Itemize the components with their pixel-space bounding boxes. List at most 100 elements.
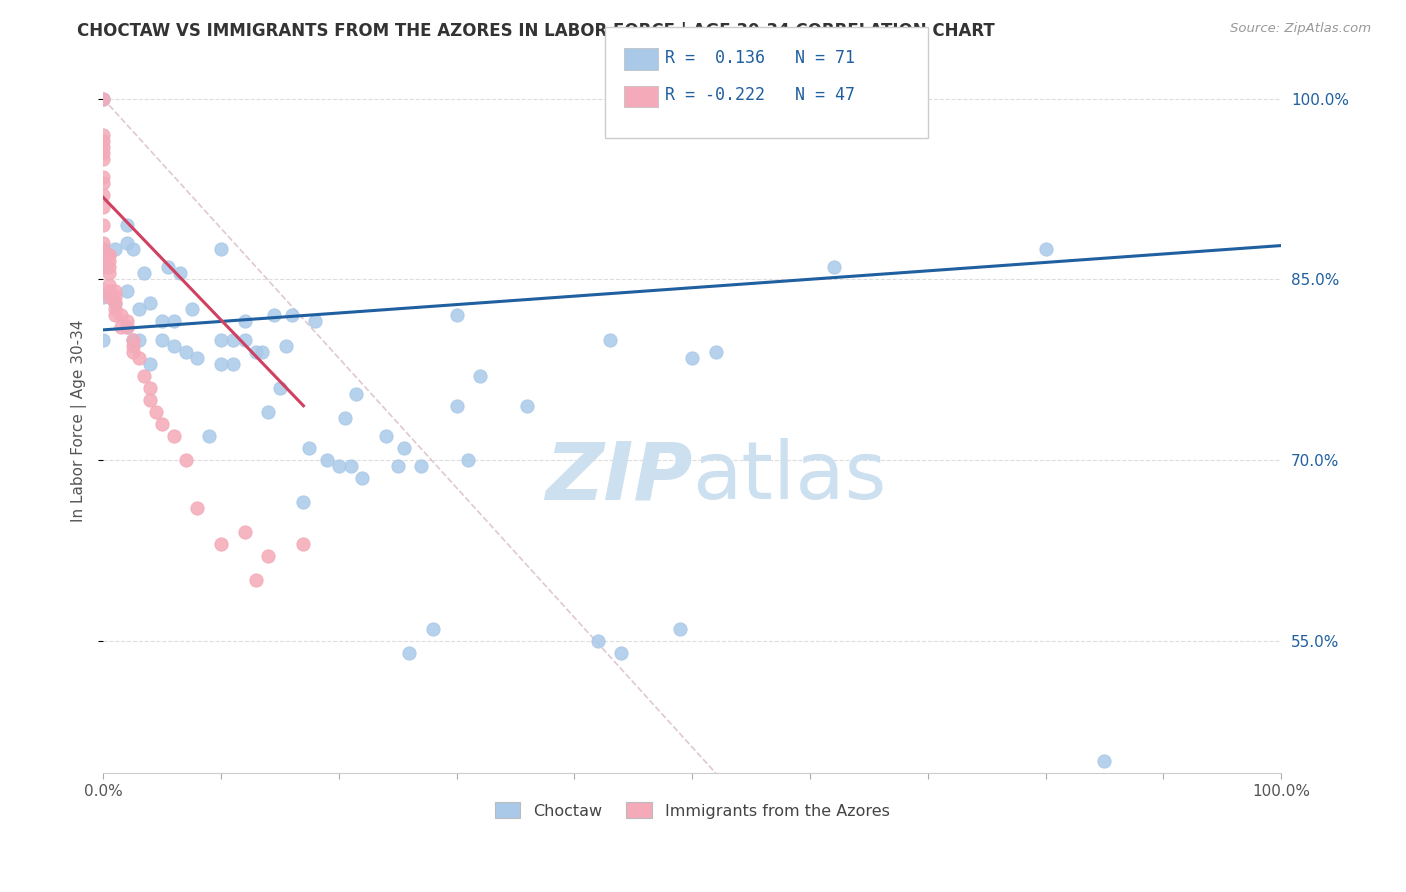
Point	[104, 285, 127, 299]
Point	[115, 236, 138, 251]
Point	[387, 458, 409, 473]
Point	[104, 242, 127, 256]
Point	[252, 344, 274, 359]
Point	[128, 302, 150, 317]
Point	[198, 429, 221, 443]
Text: CHOCTAW VS IMMIGRANTS FROM THE AZORES IN LABOR FORCE | AGE 30-34 CORRELATION CHA: CHOCTAW VS IMMIGRANTS FROM THE AZORES IN…	[77, 22, 995, 40]
Point	[91, 169, 114, 184]
Point	[209, 242, 232, 256]
Point	[91, 218, 114, 232]
Point	[91, 92, 114, 106]
Point	[139, 392, 162, 407]
Point	[91, 128, 114, 142]
Text: atlas: atlas	[692, 438, 887, 516]
Point	[134, 266, 156, 280]
Point	[392, 441, 415, 455]
Point	[374, 429, 396, 443]
Point	[163, 314, 186, 328]
Y-axis label: In Labor Force | Age 30-34: In Labor Force | Age 30-34	[72, 319, 87, 522]
Point	[669, 622, 692, 636]
Point	[163, 338, 186, 352]
Text: R =  0.136   N = 71: R = 0.136 N = 71	[665, 49, 855, 67]
Point	[186, 501, 208, 516]
Point	[457, 453, 479, 467]
Point	[91, 290, 114, 304]
Point	[516, 399, 538, 413]
Point	[91, 152, 114, 166]
Point	[610, 646, 633, 660]
Point	[422, 622, 444, 636]
Point	[98, 290, 121, 304]
Point	[328, 458, 350, 473]
Point	[91, 200, 114, 214]
Point	[128, 351, 150, 365]
Point	[115, 314, 138, 328]
Point	[115, 218, 138, 232]
Point	[91, 242, 114, 256]
Point	[180, 302, 202, 317]
Point	[222, 357, 245, 371]
Point	[98, 248, 121, 262]
Point	[269, 381, 291, 395]
Point	[263, 309, 285, 323]
Point	[257, 405, 280, 419]
Point	[110, 309, 132, 323]
Text: R = -0.222   N = 47: R = -0.222 N = 47	[665, 87, 855, 104]
Point	[245, 574, 267, 588]
Point	[91, 242, 114, 256]
Point	[174, 453, 197, 467]
Point	[446, 399, 468, 413]
Point	[91, 134, 114, 148]
Point	[274, 338, 297, 352]
Point	[333, 410, 356, 425]
Point	[446, 309, 468, 323]
Point	[298, 441, 321, 455]
Point	[704, 344, 727, 359]
Point	[121, 344, 143, 359]
Point	[115, 320, 138, 334]
Point	[98, 260, 121, 275]
Point	[104, 309, 127, 323]
Point	[1094, 754, 1116, 768]
Point	[169, 266, 191, 280]
Point	[91, 140, 114, 154]
Point	[139, 381, 162, 395]
Point	[104, 296, 127, 310]
Point	[121, 242, 143, 256]
Point	[304, 314, 326, 328]
Point	[121, 338, 143, 352]
Point	[150, 314, 173, 328]
Point	[339, 458, 361, 473]
Point	[186, 351, 208, 365]
Point	[104, 302, 127, 317]
Point	[174, 344, 197, 359]
Point	[98, 285, 121, 299]
Point	[346, 386, 368, 401]
Point	[134, 368, 156, 383]
Point	[233, 333, 256, 347]
Point	[115, 285, 138, 299]
Point	[121, 333, 143, 347]
Point	[468, 368, 491, 383]
Point	[115, 320, 138, 334]
Point	[128, 333, 150, 347]
Point	[599, 333, 621, 347]
Point	[209, 333, 232, 347]
Point	[145, 405, 167, 419]
Point	[398, 646, 420, 660]
Point	[91, 145, 114, 160]
Point	[98, 278, 121, 293]
Point	[121, 333, 143, 347]
Point	[98, 248, 121, 262]
Point	[280, 309, 302, 323]
Point	[139, 357, 162, 371]
Text: Source: ZipAtlas.com: Source: ZipAtlas.com	[1230, 22, 1371, 36]
Point	[91, 92, 114, 106]
Point	[586, 633, 609, 648]
Point	[104, 290, 127, 304]
Point	[292, 495, 315, 509]
Point	[91, 333, 114, 347]
Point	[209, 357, 232, 371]
Point	[163, 429, 186, 443]
Point	[352, 471, 374, 485]
